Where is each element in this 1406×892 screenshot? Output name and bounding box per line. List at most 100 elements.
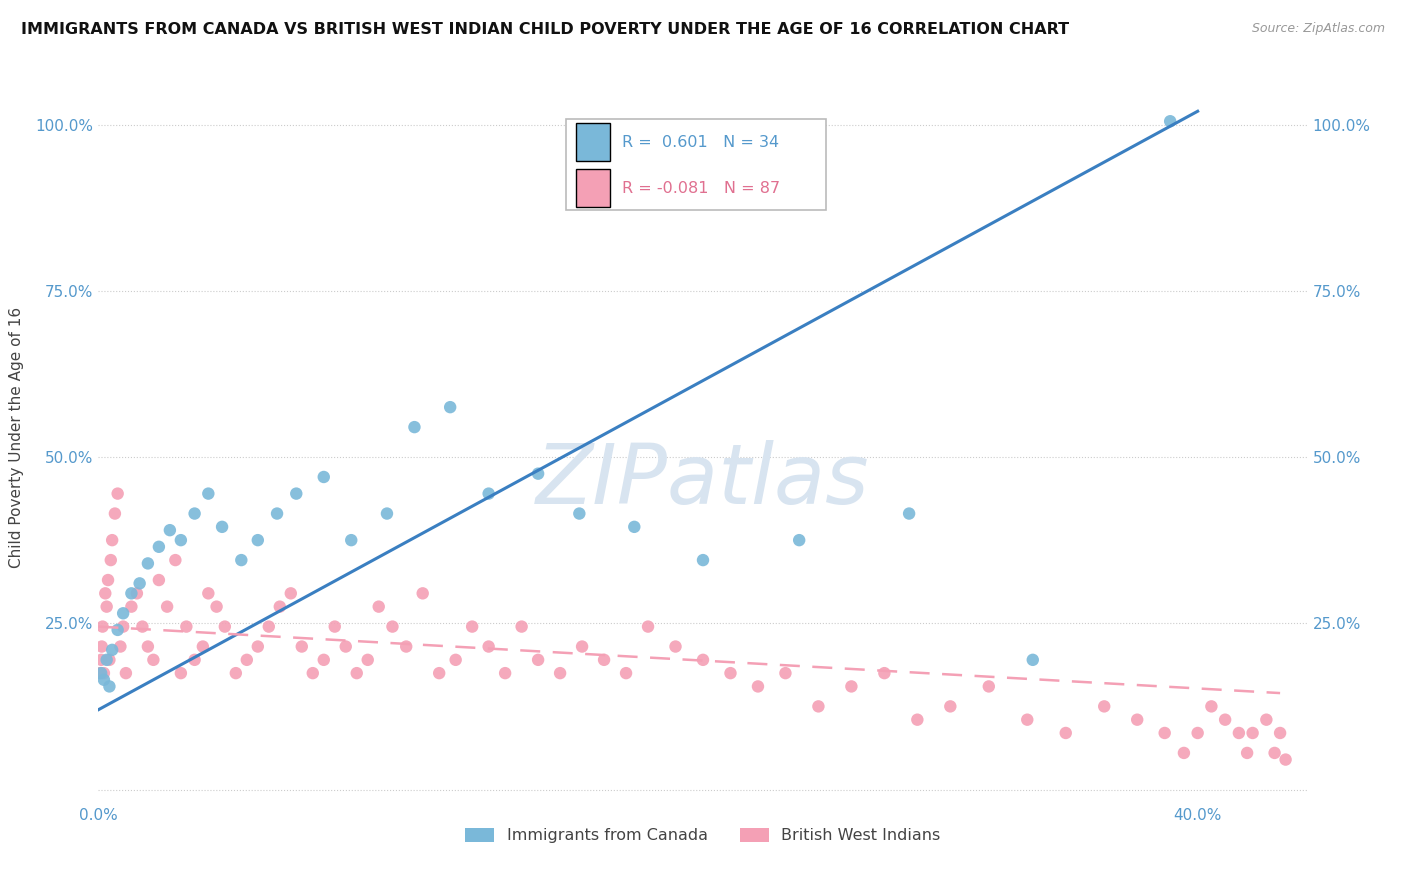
Point [664, 640, 686, 654]
Point [280, 586, 302, 600]
Point [1213, 713, 1236, 727]
Point [747, 680, 769, 694]
Legend: Immigrants from Canada, British West Indians: Immigrants from Canada, British West Ind… [458, 822, 948, 850]
Point [170, 666, 193, 681]
Point [1268, 726, 1291, 740]
Point [381, 619, 404, 633]
Point [395, 640, 418, 654]
Point [112, 619, 135, 633]
Point [176, 619, 198, 633]
Point [148, 573, 170, 587]
Point [120, 599, 142, 614]
FancyBboxPatch shape [576, 169, 610, 208]
Point [775, 666, 797, 681]
Point [614, 666, 637, 681]
Point [225, 666, 247, 681]
Point [787, 533, 810, 548]
Point [98, 653, 121, 667]
Point [692, 653, 714, 667]
Point [96, 653, 118, 667]
Point [112, 607, 135, 621]
Point [427, 666, 450, 681]
Point [346, 666, 368, 681]
Point [412, 586, 434, 600]
FancyBboxPatch shape [576, 123, 610, 161]
Point [1201, 699, 1223, 714]
Point [107, 486, 129, 500]
Point [236, 653, 259, 667]
Point [404, 420, 426, 434]
Point [1017, 713, 1039, 727]
Point [461, 619, 484, 633]
Point [841, 680, 863, 694]
Point [165, 553, 187, 567]
Point [110, 640, 132, 654]
Point [90, 653, 112, 667]
Point [101, 533, 124, 548]
Point [692, 553, 714, 567]
Point [93, 673, 115, 687]
Point [367, 599, 389, 614]
Point [131, 619, 153, 633]
Point [623, 520, 645, 534]
Point [312, 653, 335, 667]
Point [312, 470, 335, 484]
Point [1274, 753, 1296, 767]
Text: R =  0.601   N = 34: R = 0.601 N = 34 [621, 135, 779, 150]
Point [1173, 746, 1195, 760]
Point [439, 400, 461, 414]
Point [231, 553, 253, 567]
Point [1241, 726, 1264, 740]
Point [1153, 726, 1175, 740]
Point [571, 640, 593, 654]
Point [478, 486, 501, 500]
Point [939, 699, 962, 714]
Point [148, 540, 170, 554]
Point [301, 666, 323, 681]
Point [1092, 699, 1115, 714]
Point [90, 666, 112, 681]
Point [214, 619, 236, 633]
Point [159, 523, 181, 537]
Point [568, 507, 591, 521]
Point [1227, 726, 1250, 740]
Point [1054, 726, 1077, 740]
Point [873, 666, 896, 681]
Point [142, 653, 165, 667]
Text: IMMIGRANTS FROM CANADA VS BRITISH WEST INDIAN CHILD POVERTY UNDER THE AGE OF 16 : IMMIGRANTS FROM CANADA VS BRITISH WEST I… [21, 22, 1069, 37]
Point [97, 573, 120, 587]
Point [285, 486, 308, 500]
Point [205, 599, 228, 614]
Point [156, 599, 179, 614]
Point [335, 640, 357, 654]
Point [1159, 114, 1181, 128]
Point [90, 640, 112, 654]
Point [170, 533, 193, 548]
Point [444, 653, 467, 667]
Point [98, 680, 121, 694]
Point [197, 486, 219, 500]
Point [593, 653, 616, 667]
Point [527, 653, 550, 667]
Point [107, 623, 129, 637]
Point [96, 599, 118, 614]
Point [1236, 746, 1258, 760]
Point [898, 507, 921, 521]
Point [510, 619, 533, 633]
Point [91, 619, 114, 633]
Point [1187, 726, 1209, 740]
Point [269, 599, 291, 614]
Point [637, 619, 659, 633]
Point [1256, 713, 1278, 727]
Point [807, 699, 830, 714]
Point [115, 666, 138, 681]
Point [89, 666, 111, 681]
Point [94, 586, 117, 600]
Point [100, 553, 122, 567]
Point [246, 640, 269, 654]
Point [136, 557, 159, 571]
Point [120, 586, 142, 600]
Point [1126, 713, 1149, 727]
Point [125, 586, 148, 600]
Point [340, 533, 363, 548]
